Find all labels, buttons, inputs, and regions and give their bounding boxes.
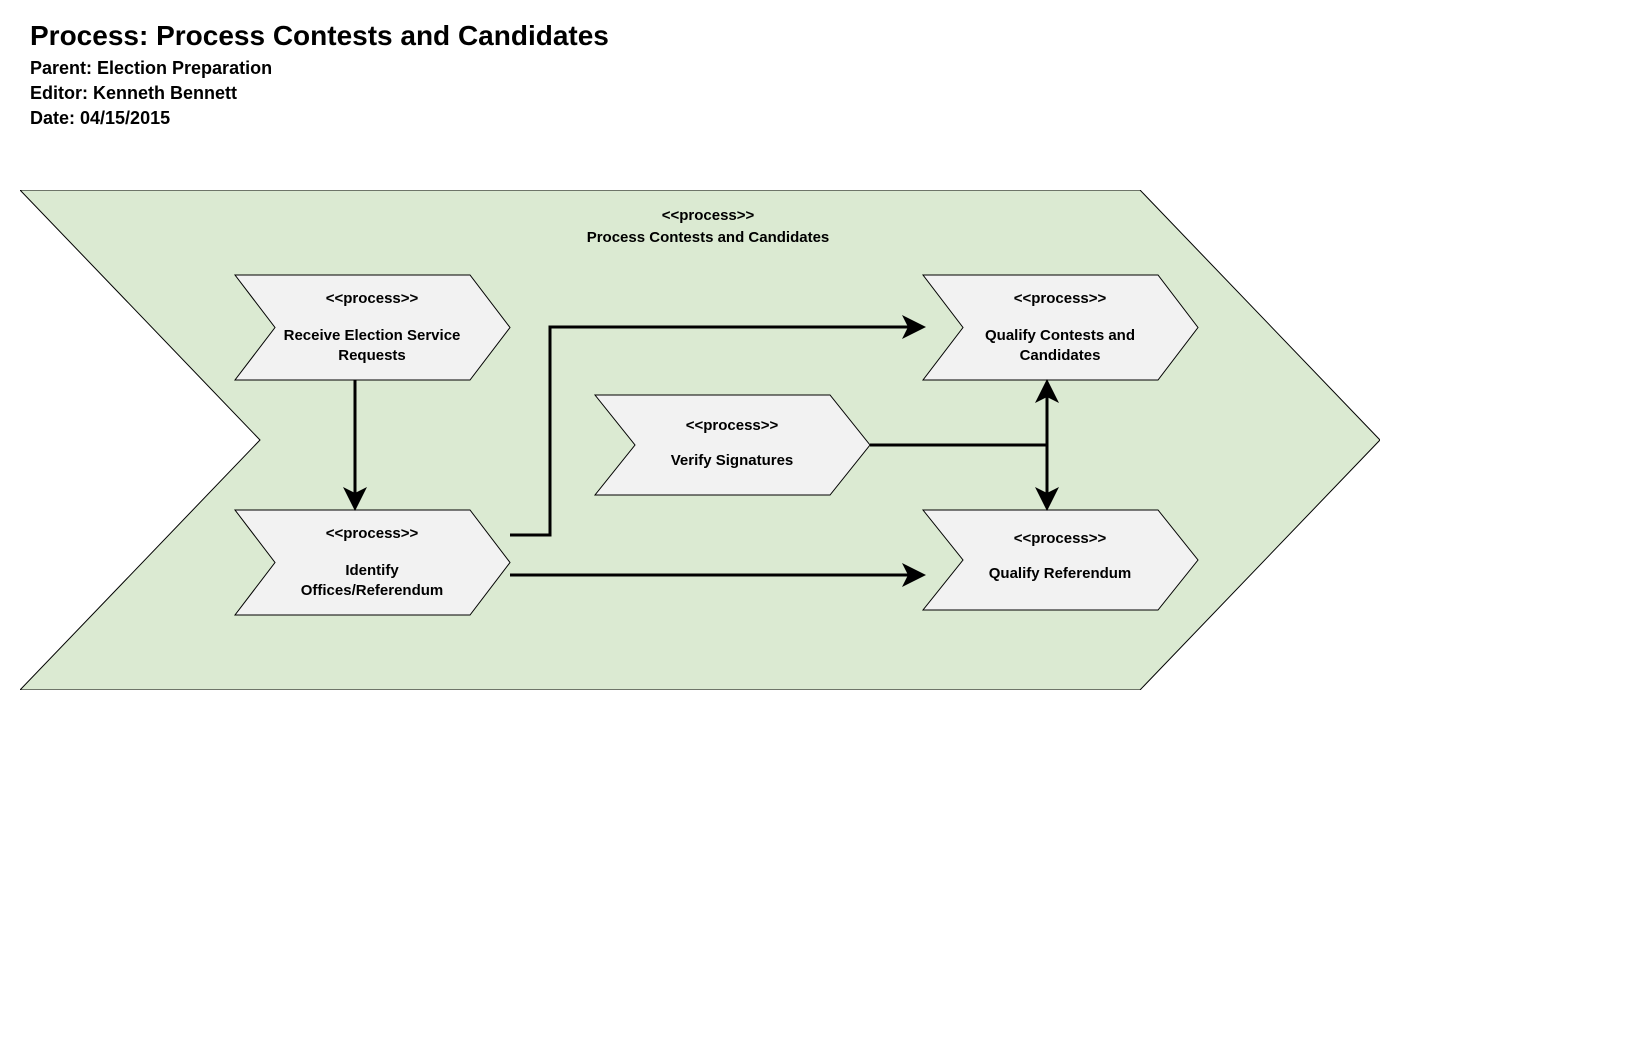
editor-meta: Editor: Kenneth Bennett — [30, 81, 609, 106]
outer-stereo: <<process>> — [662, 207, 755, 224]
node-identify: <<process>> Identify Offices/Referendum — [235, 510, 510, 615]
verify-l1: Verify Signatures — [671, 452, 794, 469]
node-verify: <<process>> Verify Signatures — [595, 395, 870, 495]
process-diagram: <<process>> Process Contests and Candida… — [20, 190, 1380, 690]
page-title: Process: Process Contests and Candidates — [30, 20, 609, 52]
qr-stereo: <<process>> — [1014, 530, 1107, 547]
receive-stereo: <<process>> — [326, 290, 419, 307]
receive-l2: Requests — [338, 347, 406, 364]
node-qualify-ref: <<process>> Qualify Referendum — [923, 510, 1198, 610]
identify-stereo: <<process>> — [326, 525, 419, 542]
date-meta: Date: 04/15/2015 — [30, 106, 609, 131]
qc-l2: Candidates — [1020, 347, 1101, 364]
identify-l1: Identify — [345, 562, 399, 579]
receive-l1: Receive Election Service — [284, 327, 461, 344]
header-block: Process: Process Contests and Candidates… — [30, 20, 609, 132]
node-qualify-contests: <<process>> Qualify Contests and Candida… — [923, 275, 1198, 380]
identify-l2: Offices/Referendum — [301, 582, 444, 599]
parent-meta: Parent: Election Preparation — [30, 56, 609, 81]
qc-l1: Qualify Contests and — [985, 327, 1135, 344]
qr-l1: Qualify Referendum — [989, 565, 1132, 582]
qc-stereo: <<process>> — [1014, 290, 1107, 307]
node-receive: <<process>> Receive Election Service Req… — [235, 275, 510, 380]
outer-label: Process Contests and Candidates — [587, 229, 830, 246]
verify-stereo: <<process>> — [686, 417, 779, 434]
